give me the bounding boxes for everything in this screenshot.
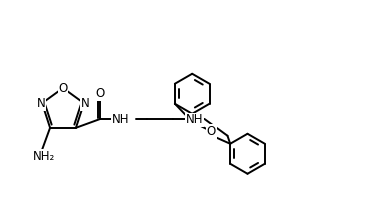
Text: N: N xyxy=(80,97,89,110)
Text: N: N xyxy=(37,97,45,110)
Text: NH₂: NH₂ xyxy=(33,150,55,163)
Text: NH: NH xyxy=(111,113,129,126)
Text: O: O xyxy=(96,87,105,100)
Text: NH: NH xyxy=(186,113,203,126)
Text: O: O xyxy=(207,125,216,138)
Text: O: O xyxy=(58,81,68,95)
